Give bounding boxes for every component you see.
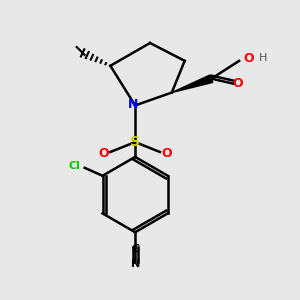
Text: Cl: Cl: [69, 161, 81, 171]
Text: O: O: [161, 148, 172, 160]
Text: H: H: [259, 53, 267, 63]
Text: S: S: [130, 135, 140, 149]
Text: C: C: [131, 244, 139, 254]
Text: O: O: [244, 52, 254, 65]
Text: N: N: [128, 98, 138, 111]
Text: O: O: [98, 148, 109, 160]
Text: O: O: [233, 77, 244, 90]
Text: N: N: [130, 259, 140, 269]
Polygon shape: [172, 75, 213, 92]
